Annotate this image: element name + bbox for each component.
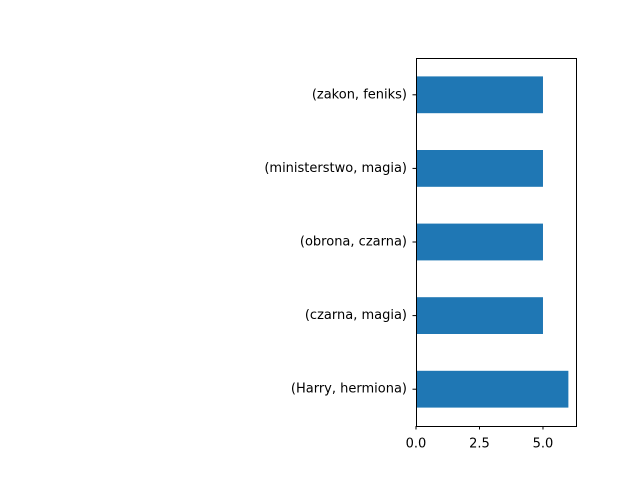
- x-tick-label-1: 2.5: [469, 437, 490, 452]
- y-tick-label-1: (czarna, magia): [305, 308, 407, 323]
- bar-2: [416, 223, 543, 261]
- y-tick-label-2: (obrona, czarna): [300, 235, 407, 250]
- x-tick-label-0: 0.0: [406, 437, 427, 452]
- y-tick-label-3: (ministerstwo, magia): [264, 161, 407, 176]
- y-axis-ticks: (Harry, hermiona) (czarna, magia) (obrona,…: [264, 87, 416, 397]
- plot-frame: [416, 58, 577, 427]
- y-tick-label-4: (zakon, feniks): [312, 87, 407, 102]
- bars-layer: [416, 76, 569, 408]
- y-tick-label-0: (Harry, hermiona): [291, 382, 407, 397]
- bar-1: [416, 297, 543, 334]
- bar-4: [416, 76, 543, 114]
- bar-0: [416, 370, 569, 408]
- x-axis-ticks: 0.0 2.5 5.0: [406, 426, 554, 452]
- bar-3: [416, 150, 543, 187]
- x-tick-label-2: 5.0: [533, 437, 554, 452]
